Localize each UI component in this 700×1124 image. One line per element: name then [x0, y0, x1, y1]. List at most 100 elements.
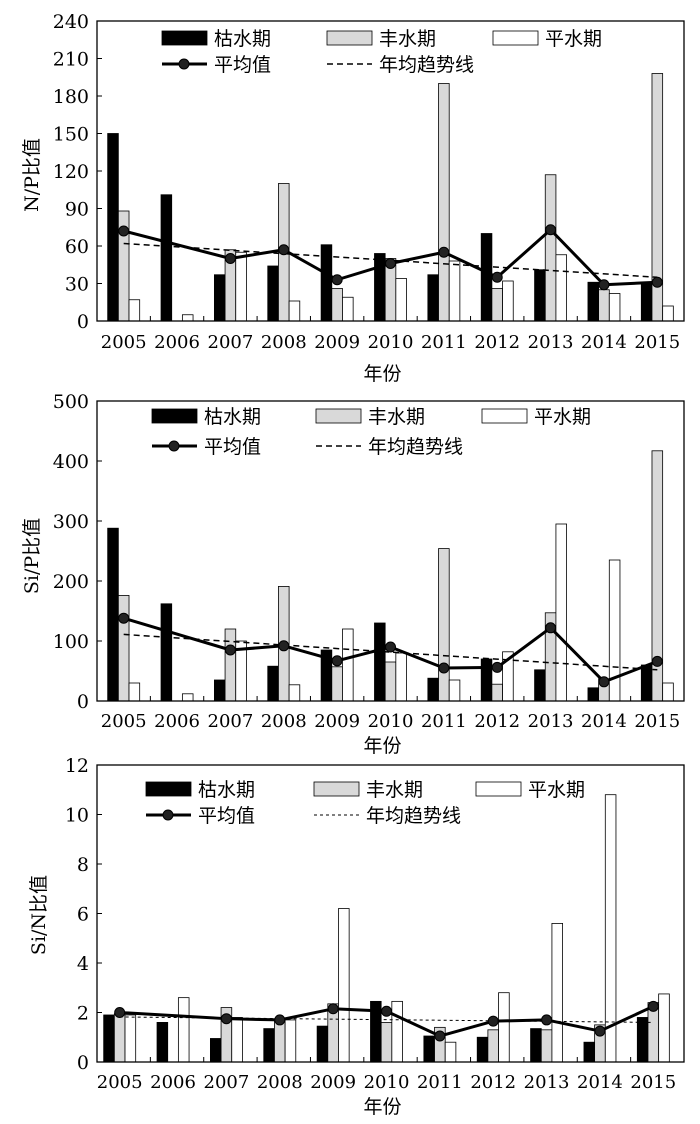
bar-1-2013 [534, 269, 546, 322]
bar-3-2010 [391, 1000, 403, 1063]
x-tick-label: 2011 [421, 332, 467, 353]
bar-2-2012 [491, 288, 503, 322]
average-point-2009 [331, 655, 343, 667]
y-axis-title: Si/P比值 [21, 518, 43, 594]
bar-3-2007 [235, 251, 247, 322]
bar-2-2013 [544, 174, 557, 322]
average-point-2010 [381, 1005, 392, 1017]
legend-swatch-3 [475, 781, 522, 797]
bar-2-2008 [274, 1019, 286, 1063]
x-tick-label: 2014 [581, 332, 627, 353]
average-point-2014 [598, 279, 610, 291]
bar-3-2011 [444, 1041, 457, 1063]
x-tick-label: 2011 [421, 711, 467, 732]
average-point-2007 [220, 1013, 232, 1025]
y-tick-label: 6 [77, 904, 89, 926]
bar-1-2008 [267, 665, 279, 702]
x-tick-label: 2008 [261, 332, 307, 353]
bar-1-2007 [213, 679, 226, 702]
x-tick-label: 2007 [208, 332, 254, 353]
bar-2-2011 [438, 548, 450, 702]
average-point-2008 [274, 1014, 286, 1026]
bar-1-2014 [587, 687, 600, 702]
trend-line [119, 1016, 654, 1023]
average-point-2013 [541, 1014, 553, 1026]
legend-label: 丰水期 [368, 406, 425, 428]
average-point-2009 [331, 274, 343, 286]
x-tick-label: 2007 [208, 711, 254, 732]
bar-1-2009 [316, 1025, 329, 1063]
y-tick-label: 0 [77, 1052, 89, 1074]
bar-3-2005 [124, 1014, 137, 1063]
bar-3-2010 [395, 278, 407, 322]
average-point-2011 [438, 246, 450, 258]
average-point-2015 [651, 276, 663, 288]
bar-2-2009 [331, 288, 343, 322]
bar-1-2013 [530, 1028, 542, 1063]
bar-3-2007 [231, 1017, 243, 1063]
bar-3-2009 [342, 628, 354, 702]
x-tick-label: 2012 [474, 332, 520, 353]
bar-2-2005 [117, 595, 130, 702]
bar-3-2015 [662, 305, 674, 322]
bar-3-2006 [181, 693, 194, 702]
bar-3-2011 [448, 679, 461, 702]
legend-average-marker [162, 809, 174, 821]
bar-1-2008 [267, 265, 279, 322]
y-tick-label: 300 [53, 511, 89, 533]
average-point-2015 [651, 655, 663, 667]
bar-1-2014 [587, 281, 600, 322]
x-tick-label: 2012 [474, 711, 520, 732]
x-tick-label: 2014 [581, 711, 627, 732]
bar-3-2013 [555, 254, 567, 322]
legend-label: 年均趋势线 [379, 54, 474, 76]
bar-3-2013 [555, 523, 567, 702]
bar-3-2006 [181, 314, 194, 322]
legend-label: 枯水期 [198, 779, 255, 801]
y-tick-label: 240 [53, 11, 89, 33]
y-tick-label: 0 [77, 311, 89, 333]
legend-label: 丰水期 [379, 28, 436, 50]
y-tick-label: 200 [53, 571, 89, 593]
x-axis-title: 年份 [363, 735, 401, 757]
average-point-2012 [491, 661, 503, 673]
bar-1-2007 [213, 274, 226, 322]
bar-1-2015 [636, 1017, 649, 1063]
bar-1-2005 [103, 1014, 115, 1063]
bar-3-2014 [608, 293, 621, 322]
y-tick-label: 210 [53, 49, 89, 71]
plot-frame [96, 400, 685, 702]
bar-2-2014 [598, 289, 610, 322]
y-tick-label: 0 [77, 691, 89, 713]
x-axis-title: 年份 [363, 363, 401, 385]
bar-2-2013 [540, 1029, 553, 1063]
y-tick-label: 4 [77, 953, 89, 975]
legend-label: 平均值 [198, 805, 255, 827]
legend-label: 年均趋势线 [366, 805, 461, 827]
average-point-2013 [545, 224, 557, 236]
bar-3-2005 [128, 682, 141, 702]
bar-3-2015 [658, 993, 670, 1063]
bar-1-2011 [423, 1035, 435, 1063]
average-line [123, 616, 658, 684]
legend-label: 平水期 [528, 779, 585, 801]
bar-3-2008 [288, 300, 301, 322]
legend-label: 平水期 [545, 28, 602, 50]
average-line [123, 228, 658, 287]
x-tick-label: 2010 [364, 1072, 410, 1093]
bar-1-2015 [640, 281, 653, 322]
bar-2-2009 [331, 666, 343, 702]
y-tick-label: 90 [65, 199, 89, 221]
bar-1-2005 [107, 133, 119, 322]
legend-label: 平均值 [214, 54, 271, 76]
bar-1-2010 [374, 622, 386, 702]
trend-line [123, 633, 658, 671]
average-point-2005 [118, 225, 130, 237]
average-point-2008 [278, 244, 290, 256]
average-point-2012 [487, 1015, 499, 1027]
x-tick-label: 2008 [257, 1072, 303, 1093]
bar-2-2010 [384, 661, 397, 702]
